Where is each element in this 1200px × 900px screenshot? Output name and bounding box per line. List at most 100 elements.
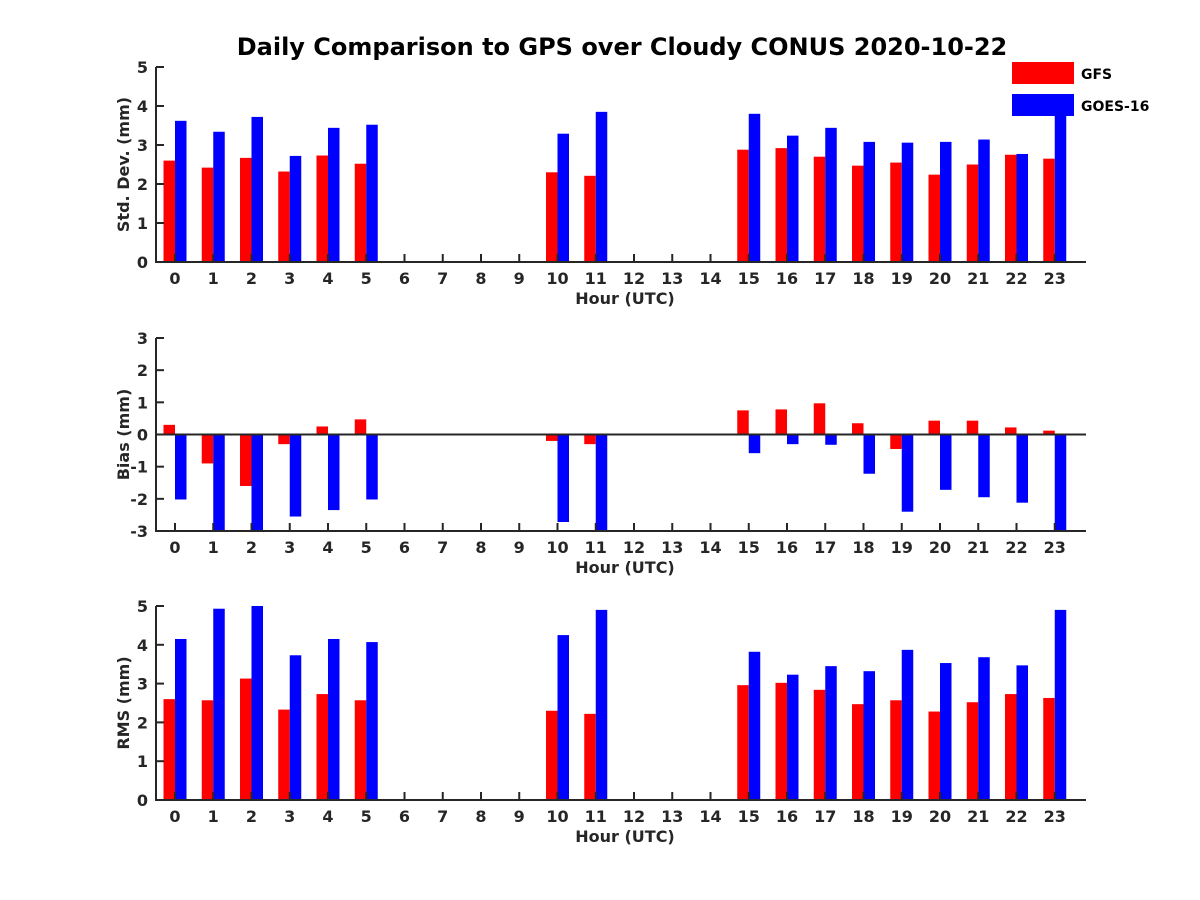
bar bbox=[1005, 427, 1017, 435]
x-tick-label: 6 bbox=[399, 538, 410, 557]
bar bbox=[928, 174, 940, 262]
x-tick-label: 7 bbox=[437, 538, 448, 557]
bar bbox=[737, 149, 749, 262]
series-gfs bbox=[163, 148, 1055, 262]
bar bbox=[316, 426, 328, 435]
x-tick-label: 8 bbox=[475, 538, 486, 557]
x-tick-label: 22 bbox=[1005, 807, 1027, 826]
y-tick-label: 3 bbox=[137, 136, 148, 155]
bar bbox=[737, 685, 749, 800]
x-tick-label: 8 bbox=[475, 807, 486, 826]
x-tick-label: 11 bbox=[585, 538, 607, 557]
bar bbox=[825, 666, 837, 800]
x-tick-label: 9 bbox=[514, 269, 525, 288]
bar bbox=[557, 635, 569, 800]
bar bbox=[163, 160, 175, 262]
x-tick-label: 15 bbox=[738, 538, 760, 557]
x-tick-label: 23 bbox=[1044, 807, 1066, 826]
x-tick-label: 15 bbox=[738, 807, 760, 826]
x-tick-label: 12 bbox=[623, 807, 645, 826]
bar bbox=[595, 434, 608, 531]
x-tick-label: 9 bbox=[514, 538, 525, 557]
y-tick-label: 4 bbox=[137, 97, 148, 116]
bar bbox=[328, 127, 340, 262]
y-tick-label: -3 bbox=[130, 522, 148, 541]
bar bbox=[546, 172, 558, 262]
x-tick-label: 9 bbox=[514, 807, 525, 826]
bar bbox=[546, 434, 558, 441]
x-tick-label: 2 bbox=[246, 538, 257, 557]
bar bbox=[825, 434, 837, 445]
bar bbox=[978, 434, 990, 498]
x-tick-label: 1 bbox=[208, 269, 219, 288]
y-tick-label: 0 bbox=[137, 791, 148, 810]
x-tick-label: 21 bbox=[967, 269, 989, 288]
bar bbox=[940, 434, 952, 490]
x-tick-label: 20 bbox=[929, 807, 951, 826]
x-tick-label: 19 bbox=[891, 538, 913, 557]
x-tick-label: 18 bbox=[852, 269, 874, 288]
bar bbox=[163, 424, 175, 435]
bar bbox=[813, 156, 826, 262]
bar bbox=[354, 700, 367, 800]
bar bbox=[1016, 153, 1028, 262]
bar bbox=[213, 434, 225, 531]
x-tick-label: 5 bbox=[361, 538, 372, 557]
x-tick-label: 6 bbox=[399, 807, 410, 826]
x-tick-label: 2 bbox=[246, 269, 257, 288]
x-tick-label: 17 bbox=[814, 269, 836, 288]
x-tick-label: 5 bbox=[361, 807, 372, 826]
bar bbox=[289, 155, 302, 262]
bar bbox=[978, 657, 990, 800]
bar bbox=[251, 434, 263, 531]
x-tick-label: 22 bbox=[1005, 538, 1027, 557]
legend-label: GFS bbox=[1081, 67, 1112, 83]
bar bbox=[201, 700, 214, 800]
bar bbox=[201, 434, 214, 464]
x-axis-label: Hour (UTC) bbox=[575, 558, 675, 577]
x-tick-label: 0 bbox=[169, 807, 180, 826]
bar bbox=[354, 419, 367, 435]
legend-label: GOES-16 bbox=[1081, 99, 1149, 115]
y-tick-label: 4 bbox=[137, 636, 148, 655]
x-tick-label: 11 bbox=[585, 807, 607, 826]
bar bbox=[201, 167, 214, 262]
x-tick-label: 3 bbox=[284, 807, 295, 826]
bar bbox=[775, 682, 787, 800]
x-tick-label: 21 bbox=[967, 538, 989, 557]
y-tick-label: 1 bbox=[137, 214, 148, 233]
bar bbox=[1043, 430, 1055, 435]
x-axis-label: Hour (UTC) bbox=[575, 289, 675, 308]
bar bbox=[1016, 665, 1028, 800]
bar bbox=[940, 663, 952, 800]
bar bbox=[1005, 154, 1017, 262]
x-tick-label: 21 bbox=[967, 807, 989, 826]
x-tick-label: 7 bbox=[437, 269, 448, 288]
bar bbox=[863, 434, 875, 474]
bar bbox=[278, 171, 290, 262]
bar bbox=[584, 713, 596, 800]
bar bbox=[852, 704, 864, 800]
bar bbox=[213, 131, 225, 262]
x-tick-label: 4 bbox=[322, 807, 333, 826]
y-tick-label: 2 bbox=[137, 361, 148, 380]
bar bbox=[748, 434, 761, 454]
x-tick-label: 15 bbox=[738, 269, 760, 288]
bar bbox=[1016, 434, 1028, 503]
x-tick-label: 13 bbox=[661, 807, 683, 826]
y-tick-label: 2 bbox=[137, 713, 148, 732]
bar bbox=[1005, 694, 1017, 800]
x-tick-label: 7 bbox=[437, 807, 448, 826]
x-tick-label: 4 bbox=[322, 269, 333, 288]
x-tick-label: 16 bbox=[776, 269, 798, 288]
y-tick-label: 2 bbox=[137, 175, 148, 194]
bar bbox=[366, 434, 378, 500]
x-tick-label: 12 bbox=[623, 269, 645, 288]
x-tick-label: 14 bbox=[699, 807, 721, 826]
x-tick-label: 13 bbox=[661, 538, 683, 557]
bar bbox=[825, 127, 837, 262]
bar bbox=[1043, 158, 1055, 262]
